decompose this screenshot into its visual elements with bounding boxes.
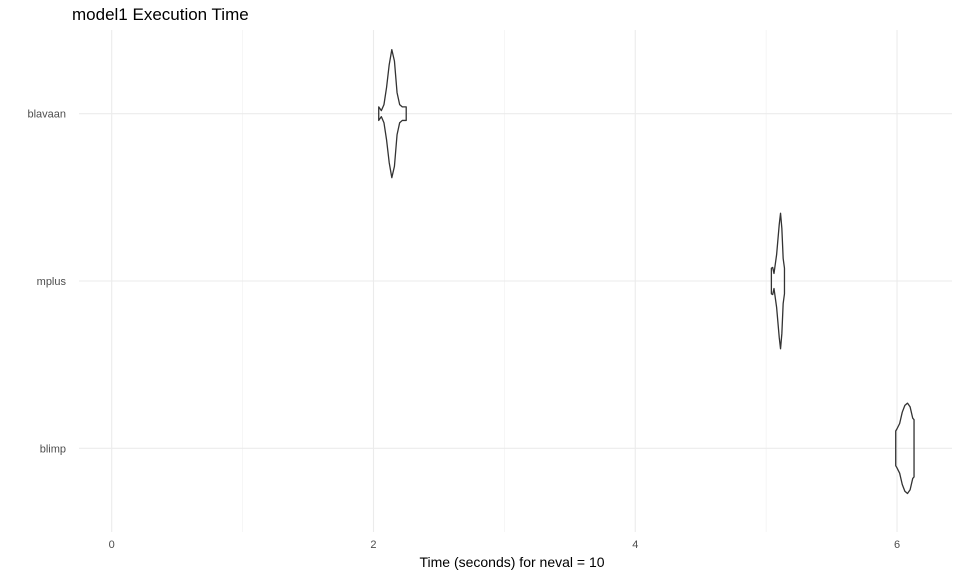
violin-mplus: [770, 212, 786, 350]
y-tick-label-mplus: mplus: [37, 276, 67, 288]
y-axis-ticks: blavaan mplus blimp: [27, 109, 66, 456]
x-axis-ticks: 0 2 4 6: [109, 539, 900, 551]
y-tick-label-blavaan: blavaan: [27, 109, 66, 121]
x-tick-label: 4: [632, 539, 638, 551]
x-axis-label: Time (seconds) for neval = 10: [419, 554, 604, 570]
violin-blavaan: [378, 49, 407, 179]
violins: [378, 49, 915, 495]
grid: [79, 30, 952, 532]
chart-title: model1 Execution Time: [72, 5, 249, 24]
violin-blimp: [895, 402, 915, 495]
x-tick-label: 2: [370, 539, 376, 551]
y-tick-label-blimp: blimp: [40, 443, 66, 455]
x-tick-label: 6: [894, 539, 900, 551]
x-tick-label: 0: [109, 539, 115, 551]
